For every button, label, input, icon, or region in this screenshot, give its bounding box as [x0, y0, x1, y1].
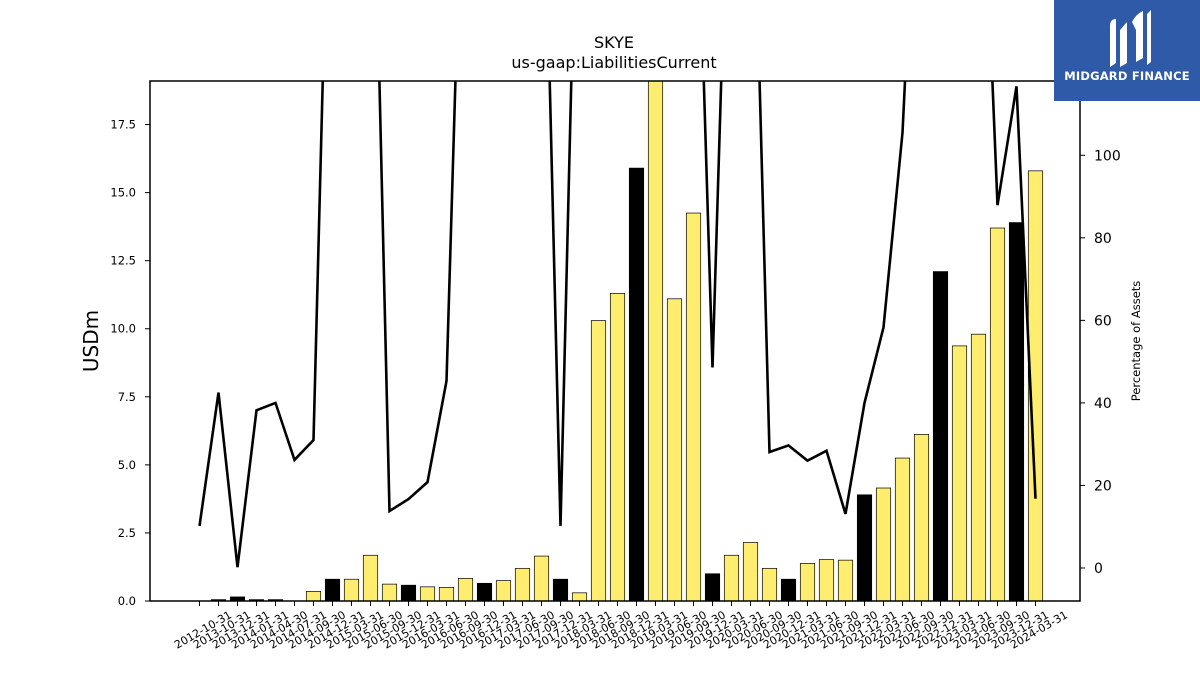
bar-2016-12-31 — [476, 582, 493, 602]
y2-tick-label: 40 — [1094, 396, 1112, 412]
bar-2015-03-31 — [343, 578, 360, 602]
y-tick-label: 5.0 — [118, 458, 136, 472]
bar-2014-12-31 — [324, 578, 341, 602]
y2-tick-label: 60 — [1094, 313, 1112, 329]
bar-2018-12-31 — [628, 167, 645, 602]
y-tick-label: 12.5 — [110, 254, 136, 268]
bar-2017-06-30 — [514, 567, 531, 602]
bar-2017-03-31 — [495, 580, 512, 602]
bar-2020-03-31 — [723, 554, 740, 602]
bar-2016-06-30 — [438, 587, 455, 602]
chart-title: SKYE — [594, 33, 634, 52]
bar-2018-09-30 — [609, 293, 626, 602]
bar-2020-06-30 — [742, 542, 759, 602]
y2-tick-label: 20 — [1094, 478, 1112, 494]
bar-2023-12-31 — [1008, 222, 1025, 602]
x-axis: 2012-10-312013-10-312013-12-312014-01-31… — [172, 601, 1070, 652]
y-tick-label: 17.5 — [110, 118, 136, 132]
midgard-logo-icon — [1110, 10, 1151, 67]
bar-2021-09-30 — [837, 559, 854, 602]
bar-2016-09-30 — [457, 578, 474, 602]
bar-2023-06-30 — [970, 333, 987, 602]
y-tick-label: 10.0 — [110, 322, 136, 336]
y2-axis-label: Percentage of Assets — [1129, 281, 1143, 402]
chart-subtitle: us-gaap:LiabilitiesCurrent — [511, 53, 716, 72]
bar-2023-03-31 — [951, 345, 968, 602]
bar-2022-12-31 — [932, 271, 949, 602]
y2-tick-label: 100 — [1094, 148, 1121, 164]
bar-2023-09-30 — [989, 227, 1006, 602]
y-tick-label: 0.0 — [118, 594, 136, 608]
bar-2022-09-30 — [913, 434, 930, 602]
bar-2022-03-31 — [875, 487, 892, 602]
bar-2021-03-31 — [799, 563, 816, 602]
bar-2015-12-31 — [400, 584, 417, 602]
y2-tick-label: 0 — [1094, 561, 1103, 577]
y2-tick-label: 80 — [1094, 231, 1112, 247]
bar-2017-12-31 — [552, 578, 569, 602]
y-tick-label: 15.0 — [110, 186, 136, 200]
bar-2021-12-31 — [856, 494, 873, 602]
y-axis-right: 0 20 40 60 80 100 — [1080, 148, 1121, 577]
brand-logo: MIDGARD FINANCE — [1054, 0, 1200, 101]
plot-frame — [149, 80, 1081, 602]
bar-2021-06-30 — [818, 559, 835, 602]
y-tick-label: 7.5 — [118, 390, 136, 404]
bar-2019-06-30 — [666, 298, 683, 602]
bar-2018-03-31 — [571, 592, 588, 602]
y-tick-label: 2.5 — [118, 526, 136, 540]
bar-2019-03-31 — [647, 80, 664, 602]
bar-2017-09-30 — [533, 555, 550, 602]
bar-2016-03-31 — [419, 586, 436, 602]
bar-2018-06-30 — [590, 320, 607, 602]
line-group — [198, 81, 1037, 568]
bar-2014-09-30 — [305, 591, 322, 602]
bar-2019-12-31 — [704, 573, 721, 602]
bars-group — [210, 80, 1044, 602]
y-axis-left: 0.0 2.5 5.0 7.5 10.0 12.5 15.0 17.5 — [110, 118, 150, 608]
bar-2015-06-30 — [362, 554, 379, 602]
brand-name: MIDGARD FINANCE — [1064, 69, 1190, 83]
bar-2020-09-30 — [761, 567, 778, 602]
y-axis-label: USDm — [79, 310, 103, 372]
percentage-of-assets-line — [198, 81, 1037, 568]
bar-2015-09-30 — [381, 583, 398, 602]
bar-2019-09-30 — [685, 212, 702, 602]
bar-2022-06-30 — [894, 457, 911, 602]
bar-2020-12-31 — [780, 578, 797, 602]
